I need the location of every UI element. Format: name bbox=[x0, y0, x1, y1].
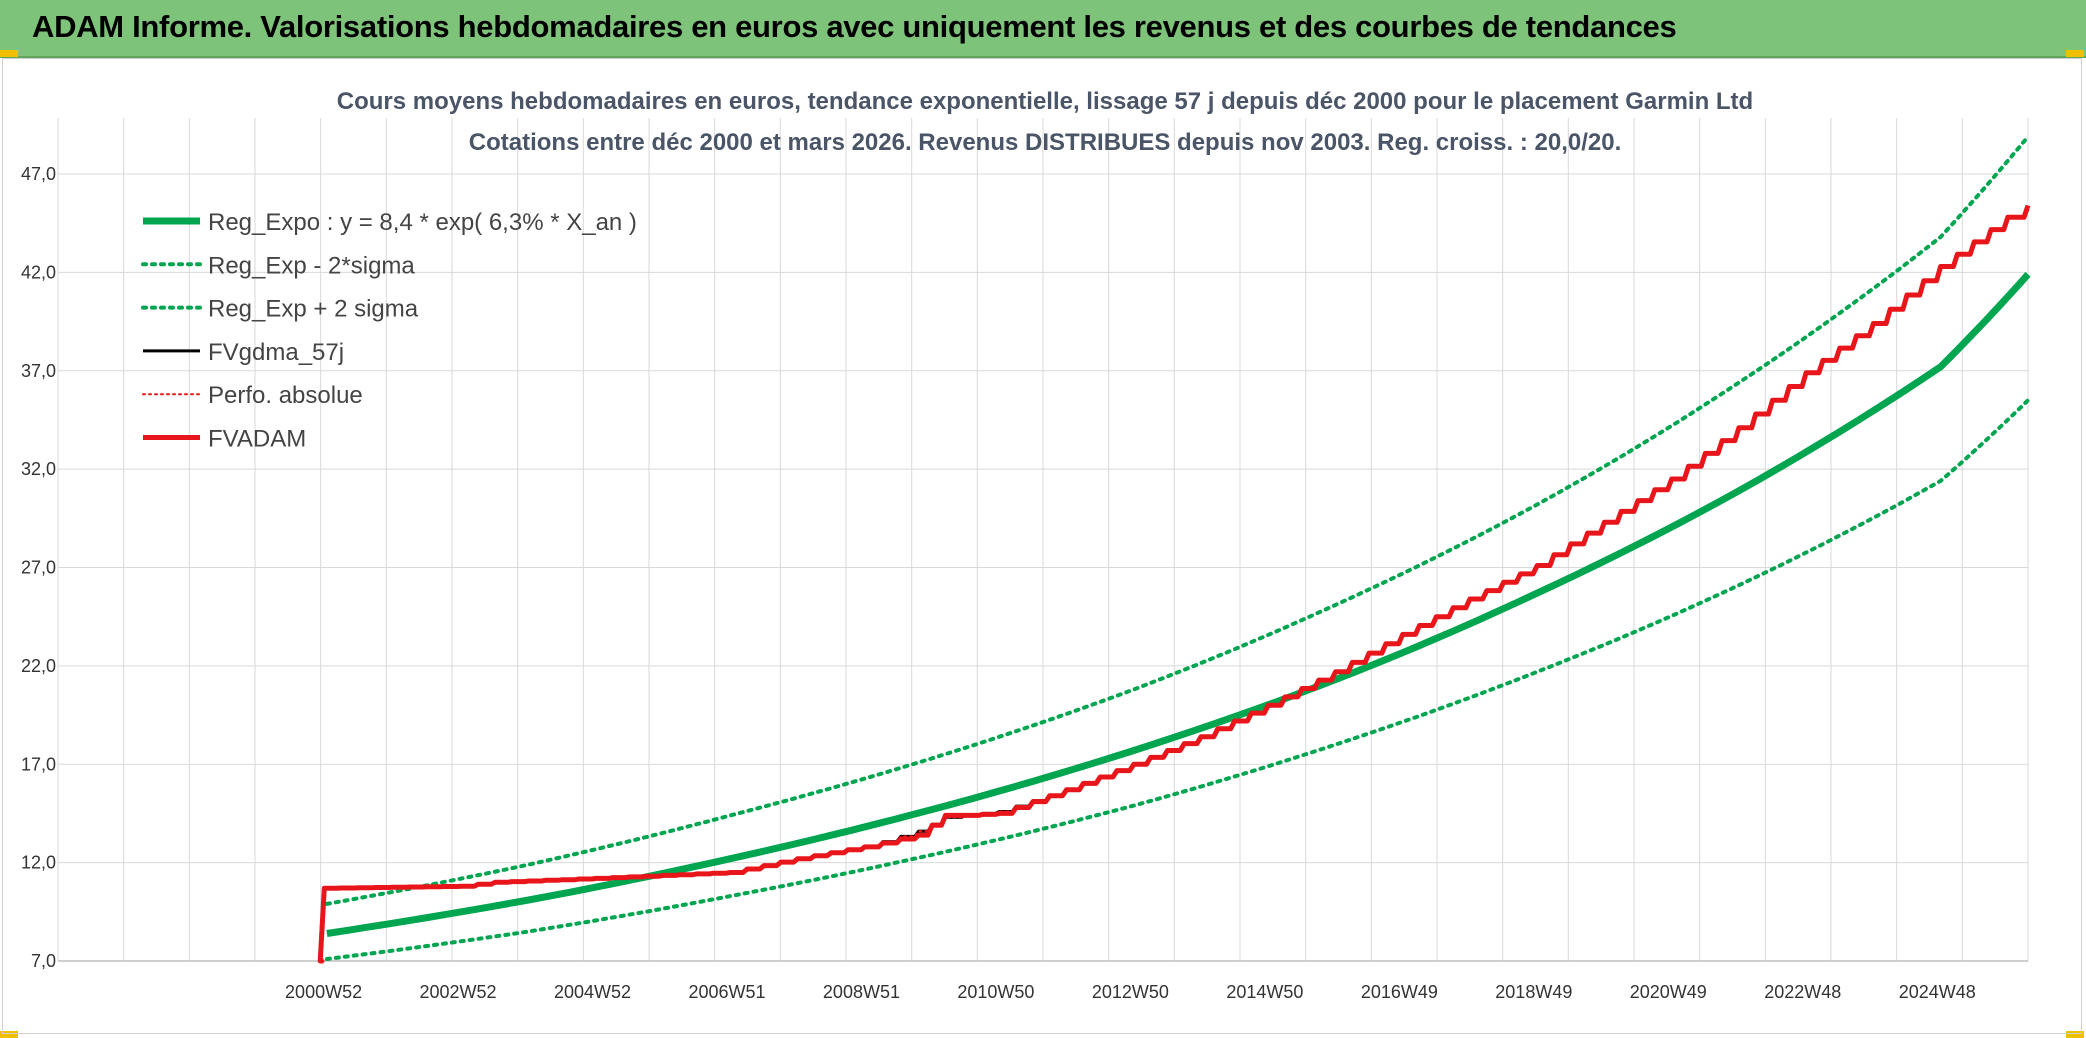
x-tick-label: 2016W49 bbox=[1361, 982, 1438, 1002]
series-line-2 bbox=[324, 398, 2030, 961]
y-tick-label: 12,0 bbox=[21, 853, 56, 873]
x-tick-label: 2002W52 bbox=[420, 982, 497, 1002]
legend-label: FVgdma_57j bbox=[208, 339, 344, 366]
corner-marker-bottom-right bbox=[2066, 1031, 2084, 1038]
x-tick-label: 2010W50 bbox=[957, 982, 1034, 1002]
x-tick-label: 2020W49 bbox=[1630, 982, 1707, 1002]
series-line-6 bbox=[317, 204, 2031, 964]
x-axis: 2000W52 2002W52 2004W52 2006W51 2008W51 2010W… bbox=[58, 960, 2028, 1002]
grid bbox=[57, 118, 2029, 962]
series-group bbox=[317, 134, 2031, 964]
corner-marker-left bbox=[0, 50, 18, 57]
y-tick-label: 7,0 bbox=[31, 951, 56, 971]
chart-title-line-2: Cotations entre déc 2000 et mars 2026. R… bbox=[469, 129, 1621, 156]
y-tick-label: 27,0 bbox=[21, 558, 56, 578]
y-axis: 7,0 12,0 17,0 22,0 27,0 32,0 37,0 42,0 47,0 bbox=[21, 164, 56, 971]
y-tick-label: 42,0 bbox=[21, 262, 56, 282]
x-tick-label: 2012W50 bbox=[1092, 982, 1169, 1002]
report-title: ADAM Informe. Valorisations hebdomadaire… bbox=[32, 9, 1677, 44]
legend-label: Reg_Exp + 2 sigma bbox=[208, 296, 419, 323]
x-tick-label: 2014W50 bbox=[1226, 982, 1303, 1002]
legend-label: FVADAM bbox=[208, 426, 306, 453]
x-tick-label: 2000W52 bbox=[285, 982, 362, 1002]
legend-label: Reg_Expo : y = 8,4 * exp( 6,3% * X_an ) bbox=[208, 209, 637, 236]
legend-label: Reg_Exp - 2*sigma bbox=[208, 252, 415, 279]
x-tick-label: 2022W48 bbox=[1764, 982, 1841, 1002]
y-tick-label: 22,0 bbox=[21, 656, 56, 676]
x-tick-label: 2018W49 bbox=[1495, 982, 1572, 1002]
legend-label: Perfo. absolue bbox=[208, 382, 363, 409]
x-tick-label: 2024W48 bbox=[1899, 982, 1976, 1002]
series-line-3 bbox=[324, 134, 2030, 906]
y-tick-label: 17,0 bbox=[21, 754, 56, 774]
x-tick-label: 2008W51 bbox=[823, 982, 900, 1002]
series-line-1 bbox=[326, 271, 2031, 937]
chart-title-line-1: Cours moyens hebdomadaires en euros, ten… bbox=[337, 88, 1753, 115]
y-tick-label: 37,0 bbox=[21, 361, 56, 381]
corner-marker-right bbox=[2066, 50, 2084, 57]
y-tick-label: 32,0 bbox=[21, 459, 56, 479]
report-banner: ADAM Informe. Valorisations hebdomadaire… bbox=[0, 0, 2086, 58]
x-tick-label: 2006W51 bbox=[688, 982, 765, 1002]
corner-marker-bottom-left bbox=[0, 1031, 18, 1038]
chart-frame bbox=[2, 58, 2082, 1034]
y-tick-label: 47,0 bbox=[21, 164, 56, 184]
x-tick-label: 2004W52 bbox=[554, 982, 631, 1002]
legend: Reg_Expo : y = 8,4 * exp( 6,3% * X_an ) R… bbox=[141, 209, 637, 453]
